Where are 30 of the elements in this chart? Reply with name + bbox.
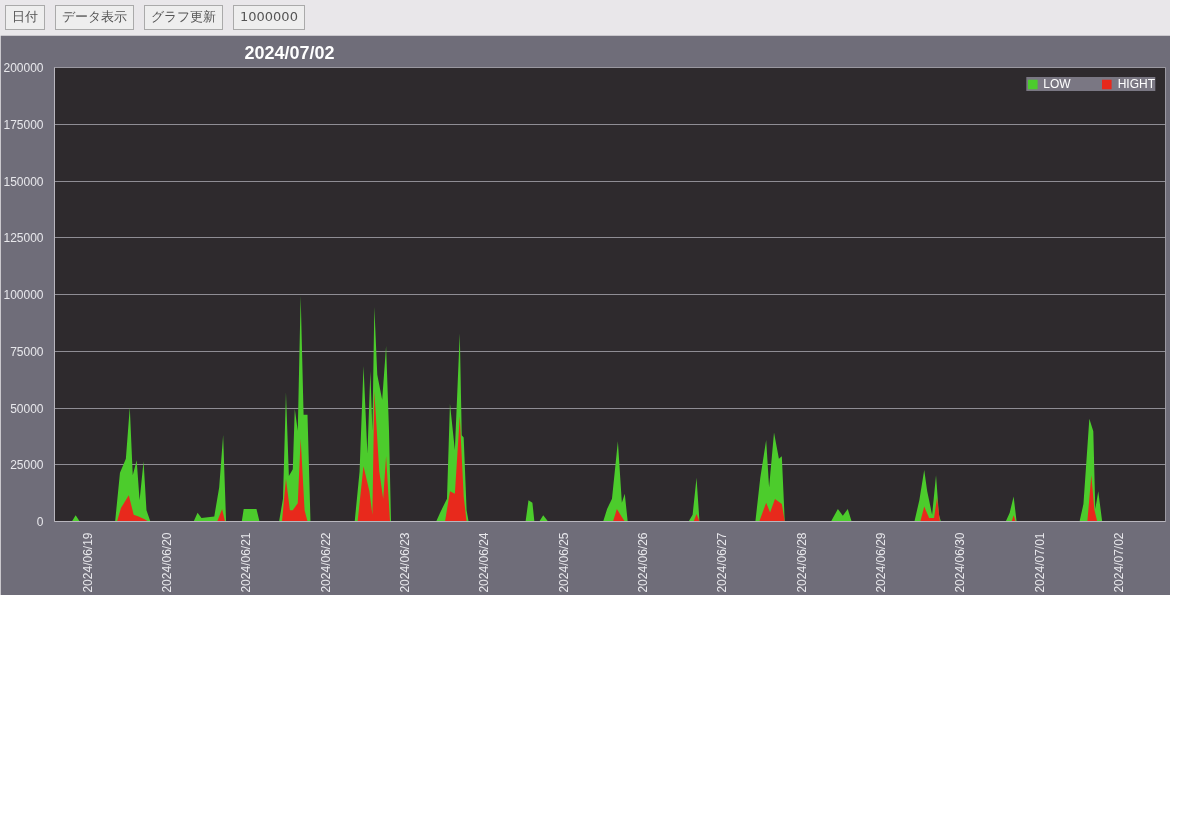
y-tick-label: 50000: [10, 401, 44, 416]
x-tick-label: 2024/06/22: [318, 531, 333, 593]
x-tick-label: 2024/06/30: [953, 531, 968, 593]
y-tick-label: 0: [36, 514, 44, 529]
text: 1000000: [240, 8, 298, 26]
y-tick-label: 150000: [3, 174, 44, 189]
x-tick-label: 2024/06/20: [159, 531, 174, 593]
x-tick-label: 2024/07/01: [1032, 531, 1047, 593]
x-tick-label: 2024/06/25: [556, 531, 571, 593]
x-tick-label: 2024/06/23: [397, 531, 412, 593]
x-tick-label: 2024/06/19: [80, 531, 95, 593]
x-tick-label: 2024/06/21: [239, 531, 254, 593]
text: グラフ更新: [151, 8, 216, 26]
x-tick-label: 2024/06/29: [874, 531, 889, 593]
y-tick-label: 100000: [3, 287, 44, 302]
legend-label: LOW: [1043, 76, 1071, 91]
x-tick-label: 2024/06/27: [715, 531, 730, 593]
chart-title: 2024/07/02: [244, 42, 335, 63]
y-tick-label: 175000: [3, 117, 44, 132]
x-tick-label: 2024/06/24: [477, 531, 492, 593]
legend-label: HIGHT: [1117, 76, 1155, 91]
y-tick-label: 25000: [10, 457, 44, 472]
x-tick-label: 2024/06/26: [636, 531, 651, 593]
text: 日付: [12, 8, 38, 26]
text: データ表示: [62, 8, 127, 26]
y-tick-label: 200000: [3, 60, 44, 75]
x-tick-label: 2024/07/02: [1112, 531, 1127, 593]
x-tick-label: 2024/06/28: [794, 531, 809, 593]
y-tick-label: 75000: [10, 344, 44, 359]
y-tick-label: 125000: [3, 230, 44, 245]
